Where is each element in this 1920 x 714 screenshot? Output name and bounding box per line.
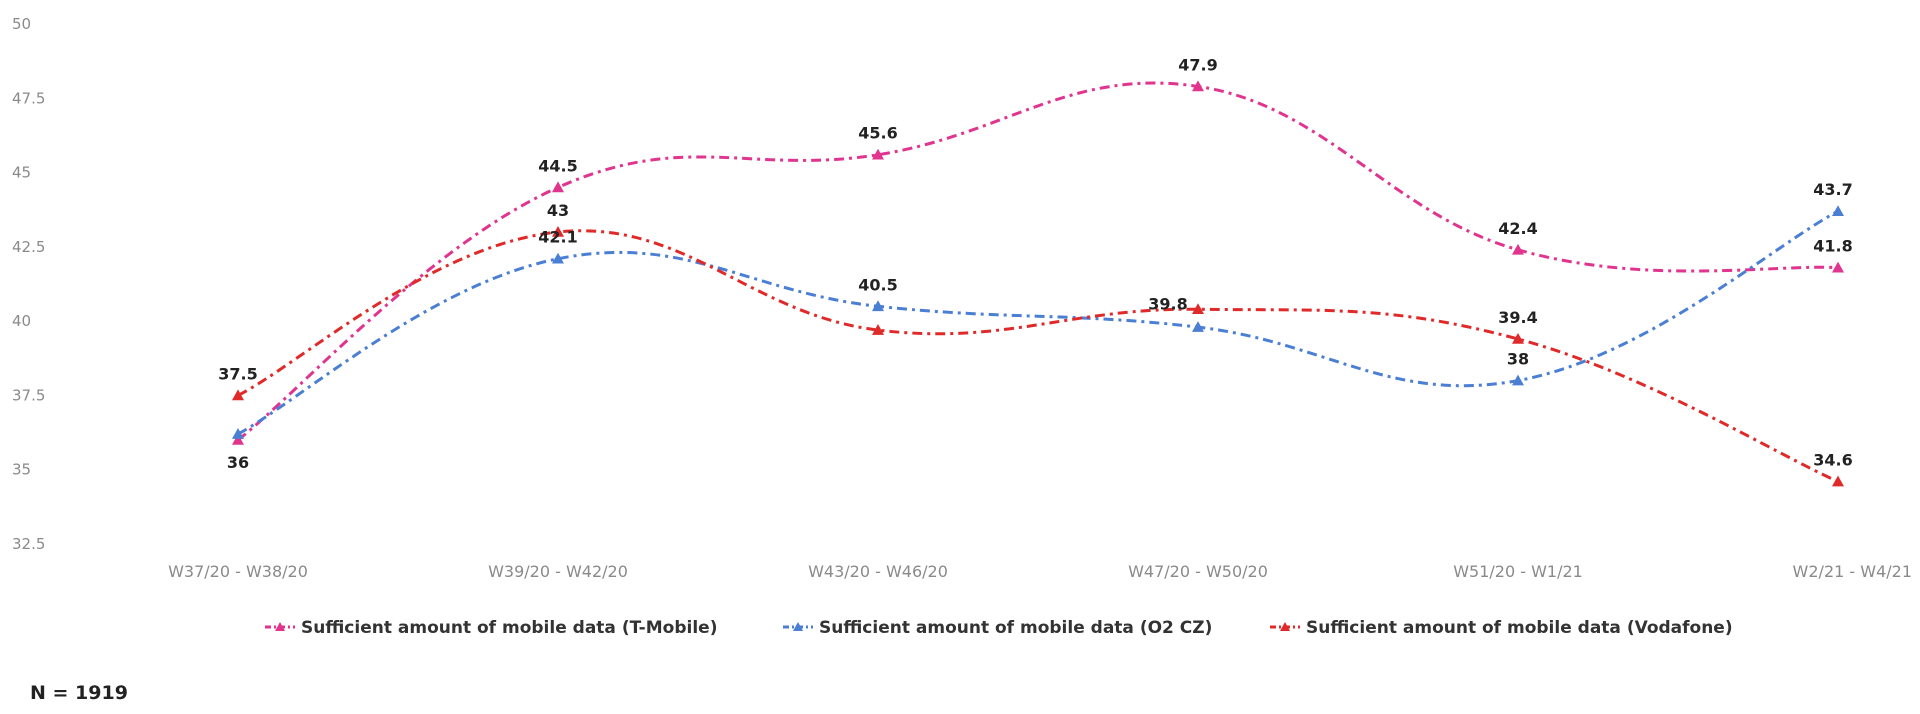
data-point-marker — [232, 389, 244, 401]
data-labels: 36 44.5 45.6 47.9 42.4 41.8 42.1 40.5 38 43.7 37.5… — [218, 55, 1852, 472]
data-point-marker — [232, 434, 244, 445]
data-point-marker — [1192, 303, 1204, 315]
data-label: 43 — [547, 201, 569, 220]
data-point-marker — [552, 252, 564, 264]
series-line — [237, 81, 1839, 442]
x-tick-label: W37/20 - W38/20 — [168, 562, 308, 581]
y-tick-label: 37.5 — [12, 386, 45, 404]
data-label: 42.1 — [538, 228, 577, 247]
series-points — [232, 80, 1844, 487]
x-tick-label: W2/21 - W4/21 — [1793, 562, 1912, 581]
data-point-marker — [1192, 80, 1204, 92]
data-point-marker — [552, 181, 564, 193]
sample-size-note: N = 1919 — [30, 682, 128, 704]
data-label: 34.6 — [1813, 451, 1852, 470]
legend-swatch-marker — [1280, 622, 1290, 631]
data-point-marker — [872, 300, 884, 312]
y-tick-label: 45 — [12, 164, 31, 182]
data-label: 38 — [1507, 350, 1529, 369]
y-tick-label: 40 — [12, 312, 31, 330]
data-point-marker — [1512, 374, 1524, 386]
data-label: 43.7 — [1813, 180, 1852, 199]
y-tick-label: 35 — [12, 461, 31, 479]
x-tick-label: W39/20 - W42/20 — [488, 562, 628, 581]
data-point-marker — [1832, 205, 1844, 216]
data-label: 45.6 — [858, 124, 897, 143]
legend-entry: Sufficient amount of mobile data (T-Mobi… — [301, 618, 717, 638]
data-label: 41.8 — [1813, 237, 1852, 256]
x-axis-ticks: W37/20 - W38/20 W39/20 - W42/20 W43/20 - W… — [168, 562, 1912, 581]
data-point-marker — [1192, 321, 1204, 332]
x-tick-label: W47/20 - W50/20 — [1128, 562, 1268, 581]
series-line — [237, 229, 1839, 483]
x-tick-label: W51/20 - W1/21 — [1453, 562, 1583, 581]
data-label: 40.5 — [858, 275, 897, 294]
legend-swatch-marker — [275, 622, 285, 631]
y-tick-label: 47.5 — [12, 89, 45, 107]
data-point-marker — [232, 428, 244, 439]
y-axis-ticks: 50 47.5 45 42.5 40 37.5 35 32.5 — [12, 15, 45, 553]
y-tick-label: 32.5 — [12, 535, 45, 553]
series-line — [237, 209, 1839, 436]
legend-entry: Sufficient amount of mobile data (O2 CZ) — [819, 618, 1212, 638]
series-lines — [237, 81, 1839, 483]
data-point-marker — [1512, 243, 1524, 255]
data-label: 39.4 — [1498, 308, 1537, 327]
y-tick-label: 50 — [12, 15, 31, 33]
data-label: 37.5 — [218, 364, 257, 383]
data-label: 44.5 — [538, 156, 577, 175]
data-point-marker — [552, 226, 564, 237]
data-point-marker — [1512, 332, 1524, 344]
legend-entry: Sufficient amount of mobile data (Vodafo… — [1306, 618, 1733, 638]
data-point-marker — [872, 148, 884, 160]
data-label: 39.8 — [1148, 294, 1187, 313]
data-point-marker — [872, 324, 884, 335]
legend-swatch-marker — [793, 622, 803, 631]
legend: Sufficient amount of mobile data (T-Mobi… — [265, 618, 1733, 638]
data-label: 47.9 — [1178, 55, 1217, 74]
x-tick-label: W43/20 - W46/20 — [808, 562, 948, 581]
data-label: 42.4 — [1498, 219, 1537, 238]
data-label: 36 — [227, 453, 249, 472]
data-point-marker — [1832, 261, 1844, 273]
y-tick-label: 42.5 — [12, 238, 45, 256]
data-point-marker — [1832, 475, 1844, 487]
